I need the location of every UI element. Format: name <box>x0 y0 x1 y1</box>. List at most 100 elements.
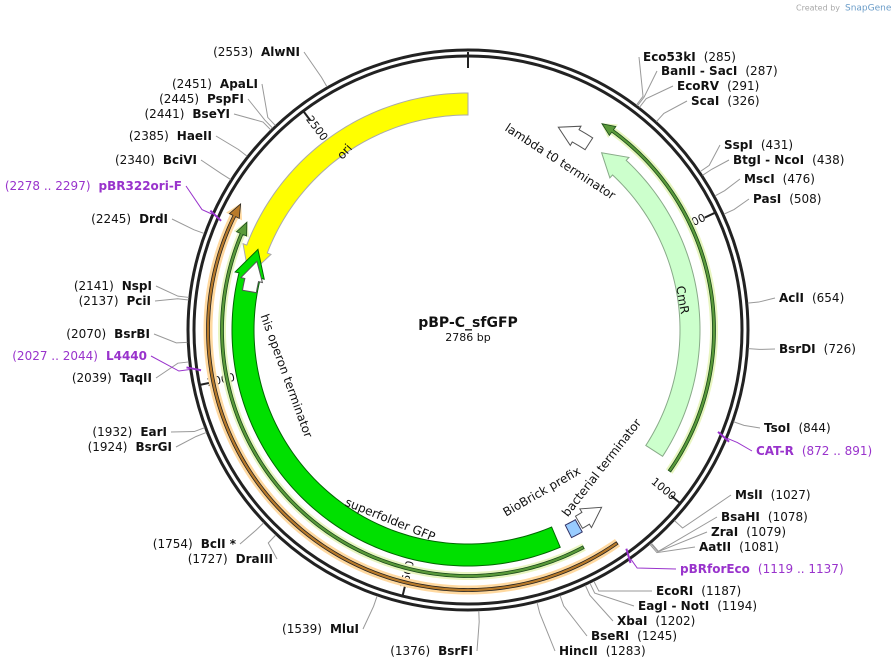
leader-line <box>589 582 635 607</box>
site-position: (1539) <box>282 622 322 636</box>
site-position: (1924) <box>88 440 128 454</box>
site-name: NspI <box>122 279 152 293</box>
site-name: DrdI <box>139 212 168 226</box>
lambda-t0-arrow <box>557 125 594 151</box>
site-position: (2385) <box>129 129 169 143</box>
site-position: (2340) <box>115 153 155 167</box>
site-position: (1727) <box>188 552 228 566</box>
site-position: (2137) <box>79 294 119 308</box>
primer-mark <box>186 366 202 372</box>
site-label: AatII (1081) <box>699 540 779 554</box>
site-position: (1194) <box>717 599 757 613</box>
leader-line <box>155 285 189 298</box>
site-label: Eco53kI (285) <box>643 50 736 64</box>
leader-line <box>200 159 231 180</box>
leader-line <box>247 98 273 129</box>
site-name: pBR322ori-F <box>99 179 182 193</box>
site-position: (726) <box>824 342 856 356</box>
leader-line <box>748 348 776 350</box>
site-name: TaqII <box>120 371 152 385</box>
leader-line <box>723 198 750 215</box>
site-position: (654) <box>812 291 844 305</box>
leader-line <box>630 558 677 570</box>
leader-line <box>699 144 721 173</box>
site-name: PasI <box>753 192 781 206</box>
site-position: (431) <box>761 138 793 152</box>
leader-line <box>714 178 741 197</box>
leader-line <box>649 543 696 554</box>
leader-line <box>636 56 644 106</box>
leader-line <box>155 361 189 379</box>
green-line <box>220 221 585 578</box>
site-label: SspI (431) <box>724 138 793 152</box>
site-name: BsrFI <box>438 644 473 658</box>
site-name: CAT-R <box>756 444 794 458</box>
site-position: (476) <box>783 172 815 186</box>
site-name: EarI <box>140 425 167 439</box>
tick-mark <box>670 494 681 504</box>
site-label: (2027 .. 2044) L4440 <box>12 349 147 363</box>
site-name: SspI <box>724 138 753 152</box>
site-label: (1754) BclI * <box>153 537 237 551</box>
tick-label: 2500 <box>303 113 330 143</box>
site-name: DraIII <box>236 552 273 566</box>
site-name: BseRI <box>591 629 629 643</box>
site-name: PspFI <box>207 92 244 106</box>
leader-line <box>185 185 213 215</box>
site-position: (1078) <box>768 510 808 524</box>
leader-line <box>267 534 278 560</box>
site-position: (1754) <box>153 537 193 551</box>
primer-mark <box>209 209 222 222</box>
site-position: (1245) <box>637 629 677 643</box>
leader-line <box>476 610 480 652</box>
site-label: (1727) DraIII <box>188 552 273 566</box>
site-label: (2137) PciI <box>79 294 151 308</box>
site-position: (2039) <box>72 371 112 385</box>
his-operon-arrow <box>239 260 264 294</box>
site-position: (2445) <box>159 92 199 106</box>
site-label: (2141) NspI <box>74 279 152 293</box>
site-position: (1283) <box>606 644 646 658</box>
leader-line <box>593 580 653 592</box>
site-label: (2245) DrdI <box>91 212 168 226</box>
site-position: (1081) <box>739 540 779 554</box>
site-label: EagI - NotI (1194) <box>638 599 757 613</box>
site-position: (1376) <box>390 644 430 658</box>
site-name: BsaHI <box>721 510 760 524</box>
plasmid-name: pBP-C_sfGFP <box>418 315 518 331</box>
leader-line <box>733 421 761 429</box>
site-label: BtgI - NcoI (438) <box>733 153 844 167</box>
site-name: Eco53kI <box>643 50 696 64</box>
site-label: AclI (654) <box>779 291 844 305</box>
created-by: Created by <box>796 4 840 13</box>
site-label: (1932) EarI <box>92 425 167 439</box>
gfp-arrow <box>231 248 561 567</box>
site-name: XbaI <box>617 614 647 628</box>
site-name: PciI <box>127 294 152 308</box>
leader-line <box>637 70 658 107</box>
leader-line <box>303 51 328 88</box>
site-position: (2245) <box>91 212 131 226</box>
site-position: (2070) <box>66 327 106 341</box>
leader-line <box>171 218 205 234</box>
leader-line <box>674 494 732 529</box>
site-label: EcoRV (291) <box>677 79 759 93</box>
site-label: EcoRI (1187) <box>656 584 741 598</box>
site-label: BanII - SacI (287) <box>661 64 778 78</box>
site-name: ApaLI <box>220 77 258 91</box>
site-name: EcoRI <box>656 584 693 598</box>
site-position: (1027) <box>771 488 811 502</box>
leader-line <box>150 355 190 372</box>
site-label: BsaHI (1078) <box>721 510 808 524</box>
site-name: BsrBI <box>114 327 150 341</box>
site-label: (2070) BsrBI <box>66 327 150 341</box>
site-name: BseYI <box>192 107 230 121</box>
site-name: ScaI <box>691 94 719 108</box>
site-name: AclI <box>779 291 804 305</box>
site-name: HaeII <box>177 129 212 143</box>
site-label: MslI (1027) <box>735 488 811 502</box>
site-label: (1539) MluI <box>282 622 359 636</box>
